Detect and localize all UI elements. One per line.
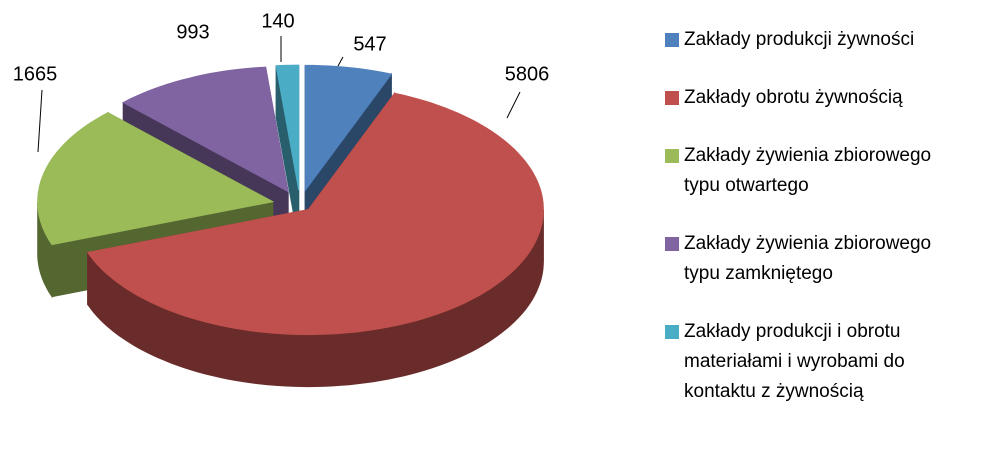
legend-item: Zakłady produkcji i obrotu materiałami i… (665, 317, 964, 407)
data-label: 1665 (13, 63, 58, 85)
leader-line (506, 91, 521, 119)
slice (86, 91, 544, 388)
slice-top (86, 92, 544, 336)
legend-label: Zakłady żywienia zbiorowego typu zamknię… (684, 233, 932, 284)
legend-label: Zakłady obrotu żywnością (684, 87, 903, 108)
slice-top (304, 64, 393, 192)
legend-item: Zakłady obrotu żywnością (665, 83, 964, 113)
leader-line (37, 89, 43, 153)
slice-top (37, 112, 275, 246)
data-label: 993 (176, 21, 209, 43)
legend-label: Zakłady produkcji i obrotu materiałami i… (684, 321, 905, 402)
legend-label: Zakłady żywienia zbiorowego typu otwarte… (684, 145, 932, 196)
legend-item: Zakłady produkcji żywności (665, 25, 964, 55)
legend-item: Zakłady żywienia zbiorowego typu zamknię… (665, 229, 964, 289)
legend-swatch (665, 149, 679, 163)
legend: Zakłady produkcji żywności Zakłady obrotu… (665, 25, 995, 435)
data-label: 5806 (505, 63, 550, 85)
data-label: 547 (353, 33, 386, 55)
legend-item: Zakłady żywienia zbiorowego typu otwarte… (665, 141, 964, 201)
slice (275, 64, 300, 243)
legend-label: Zakłady produkcji żywności (684, 29, 915, 50)
legend-swatch (665, 91, 679, 105)
legend-swatch (665, 33, 679, 47)
slice-top (275, 64, 300, 191)
pie-area: 547 5806 1665 993 140 (13, 10, 550, 388)
data-label: 140 (261, 10, 294, 32)
legend-swatch (665, 237, 679, 251)
legend-swatch (665, 325, 679, 339)
slice-top (122, 66, 289, 193)
leader-line (337, 56, 344, 67)
